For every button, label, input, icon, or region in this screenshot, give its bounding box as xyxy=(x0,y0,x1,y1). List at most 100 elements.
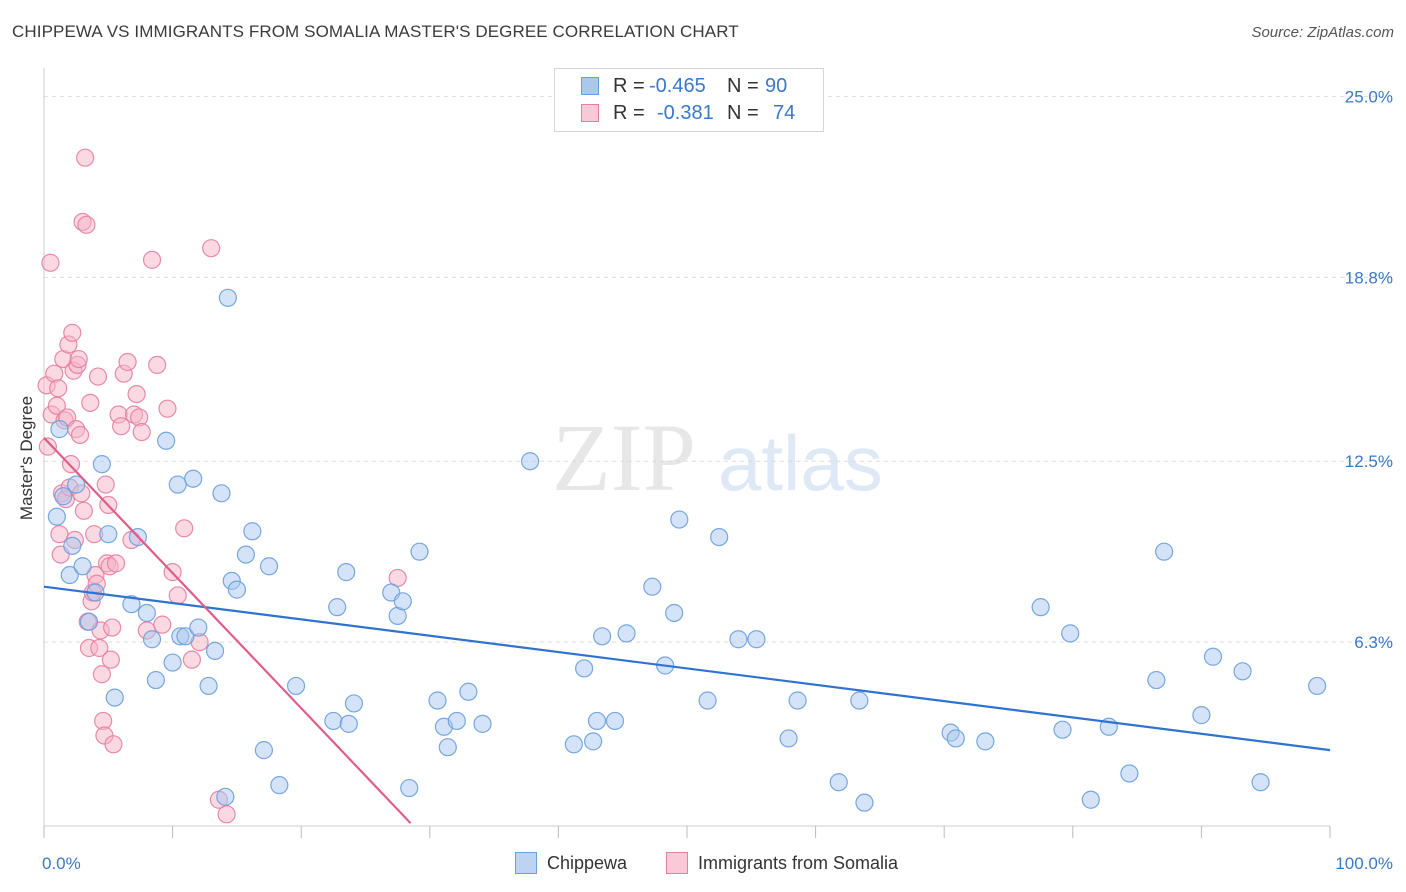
chippewa-point xyxy=(698,691,717,710)
chippewa-point xyxy=(99,525,118,544)
somalia-point xyxy=(168,586,187,605)
legend-item-chippewa[interactable]: Chippewa xyxy=(515,852,627,874)
chippewa-point xyxy=(521,452,540,471)
chippewa-point xyxy=(1203,647,1223,666)
chippewa-point xyxy=(850,691,869,710)
chippewa-point xyxy=(1308,676,1327,696)
somalia-point xyxy=(104,735,123,754)
chippewa-point xyxy=(259,557,279,576)
somalia-point xyxy=(217,805,236,824)
chippewa-point xyxy=(410,542,429,561)
somalia-point xyxy=(88,367,108,386)
somalia-point xyxy=(103,618,122,637)
chippewa-point xyxy=(67,475,86,494)
chippewa-point xyxy=(176,627,195,646)
somalia-point xyxy=(182,650,201,669)
chart-title: CHIPPEWA VS IMMIGRANTS FROM SOMALIA MAST… xyxy=(12,22,739,41)
somalia-point xyxy=(153,615,172,634)
chippewa-point xyxy=(218,288,237,307)
somalia-point xyxy=(63,323,82,342)
chippewa-point xyxy=(1031,598,1050,617)
chippewa-point xyxy=(393,592,412,611)
chippewa-point xyxy=(400,778,419,798)
legend-n-value: 90 xyxy=(765,74,788,97)
chippewa-point xyxy=(324,711,343,731)
chippewa-point xyxy=(855,793,874,812)
somalia-point xyxy=(70,425,90,445)
somalia-point xyxy=(118,352,137,372)
somalia-point xyxy=(158,399,177,418)
somalia-point xyxy=(38,437,57,456)
chippewa-point xyxy=(1081,790,1100,809)
chippewa-point xyxy=(189,618,208,637)
legend-swatch-pink xyxy=(666,852,688,874)
somalia-point xyxy=(132,422,151,442)
chippewa-point xyxy=(1053,720,1072,739)
series-chippewa-points xyxy=(47,288,1327,812)
chippewa-point xyxy=(73,557,92,576)
chippewa-point xyxy=(1155,542,1174,561)
somalia-point xyxy=(77,215,96,234)
somalia-point xyxy=(74,501,93,520)
chippewa-point xyxy=(593,627,612,646)
somalia-point xyxy=(175,519,194,538)
chippewa-point xyxy=(184,469,203,488)
chippewa-point xyxy=(236,545,256,564)
somalia-point xyxy=(142,250,162,269)
x-tick-label: 0.0% xyxy=(42,854,81,873)
chippewa-point xyxy=(747,630,766,649)
chippewa-point xyxy=(212,484,231,503)
chippewa-point xyxy=(670,510,689,529)
chippewa-point xyxy=(344,694,364,713)
chippewa-point xyxy=(146,670,165,690)
watermark-atlas: atlas xyxy=(718,419,883,507)
legend-n-label: N = xyxy=(727,74,759,97)
chippewa-point xyxy=(122,595,141,614)
chippewa-point xyxy=(168,475,187,494)
series-legend: Chippewa Immigrants from Somalia xyxy=(0,852,1406,878)
legend-n-value: 74 xyxy=(773,101,796,124)
grid-lines xyxy=(44,95,1392,643)
chippewa-point xyxy=(710,527,729,547)
somalia-point xyxy=(81,393,100,412)
chippewa-point xyxy=(63,536,82,555)
chippewa-point xyxy=(54,487,73,506)
chippewa-point xyxy=(286,676,306,696)
chippewa-point xyxy=(438,738,457,757)
somalia-point xyxy=(61,455,81,474)
chippewa-point xyxy=(1192,706,1211,725)
chippewa-point xyxy=(142,630,162,649)
chippewa-point xyxy=(788,691,807,710)
chippewa-point xyxy=(605,711,625,731)
chippewa-trend-line xyxy=(43,585,1331,752)
chippewa-point xyxy=(779,729,798,748)
somalia-point xyxy=(202,239,221,258)
chippewa-point xyxy=(163,653,182,672)
chippewa-point xyxy=(339,714,358,733)
chippewa-point xyxy=(243,522,262,541)
somalia-point xyxy=(47,396,66,415)
legend-r-value: -0.381 xyxy=(657,101,714,124)
somalia-point xyxy=(41,253,60,272)
chippewa-point xyxy=(584,732,603,751)
chippewa-point xyxy=(617,624,636,643)
chippewa-point xyxy=(216,787,235,806)
y-axis-label: Master's Degree xyxy=(17,396,36,520)
somalia-point xyxy=(92,665,111,684)
somalia-point xyxy=(90,638,109,658)
chippewa-point xyxy=(137,603,156,623)
chippewa-point xyxy=(1233,662,1252,681)
somalia-point xyxy=(76,148,95,167)
y-tick-label: 6.3% xyxy=(1354,633,1393,652)
chippewa-point xyxy=(1251,773,1270,792)
legend-item-somalia[interactable]: Immigrants from Somalia xyxy=(666,852,898,874)
chippewa-point xyxy=(105,688,124,707)
chippewa-point xyxy=(205,641,225,661)
chippewa-point xyxy=(47,507,66,526)
chippewa-point xyxy=(92,455,111,474)
chippewa-point xyxy=(254,741,274,760)
chippewa-point xyxy=(60,565,79,585)
chippewa-point xyxy=(729,630,748,649)
legend-row-somalia: R = -0.381 N = 74 xyxy=(581,100,795,126)
somalia-point xyxy=(69,349,88,369)
